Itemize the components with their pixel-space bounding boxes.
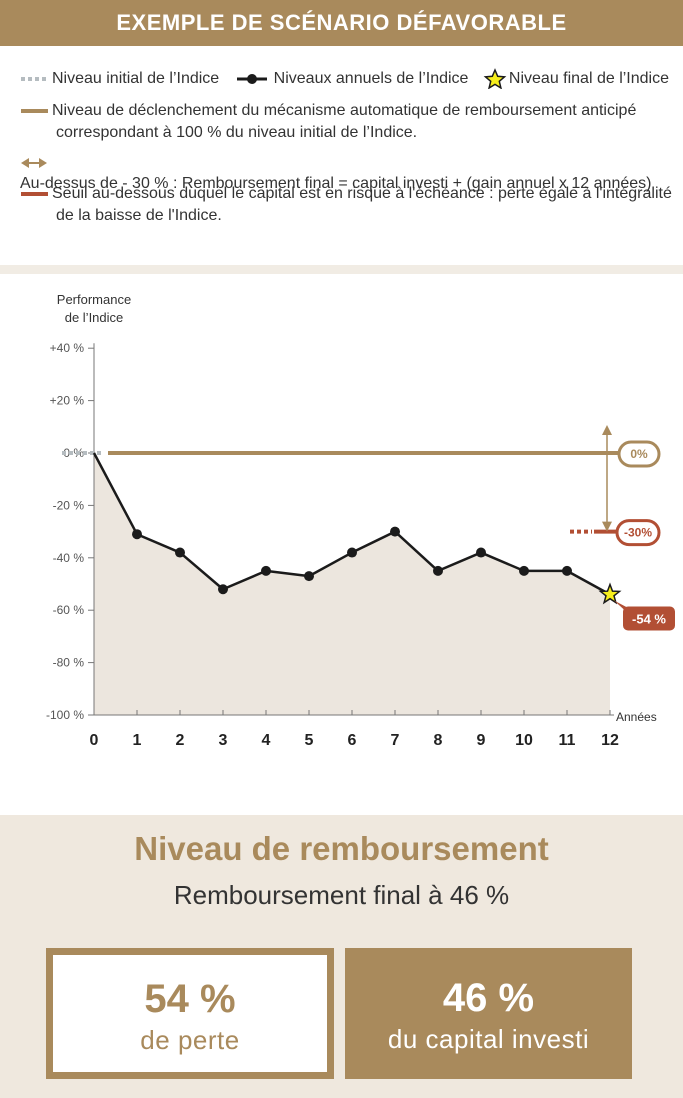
data-point [132, 529, 142, 540]
x-tick-label: 4 [262, 732, 271, 749]
trigger-badge [617, 440, 661, 468]
page-title: EXEMPLE DE SCÉNARIO DÉFAVORABLE [0, 0, 683, 46]
threshold-line-icon [21, 192, 48, 196]
legend-initial-label: Niveau initial de l’Indice [52, 70, 220, 87]
data-point [347, 547, 357, 558]
data-point [476, 547, 486, 558]
data-point [304, 571, 314, 582]
threshold-badge-label: -30% [624, 526, 652, 540]
x-axis-title: Années [616, 710, 657, 724]
line-marker-icon [236, 74, 267, 84]
final-badge [623, 606, 675, 631]
legend-above-label: Au-dessus de - 30 % : Remboursement fina… [20, 175, 652, 192]
star-icon [483, 68, 507, 90]
legend-row-1: Niveau initial de l’Indice Niveaux annue… [20, 68, 680, 90]
result-subtitle: Remboursement final à 46 % [173, 880, 510, 910]
y-tick-label: +20 % [50, 394, 85, 408]
legend-row-3: Au-dessus de - 30 % : Remboursement fina… [20, 152, 680, 194]
data-point [390, 526, 400, 537]
loss-label: de perte [140, 1025, 240, 1055]
x-tick-label: 3 [219, 732, 228, 749]
x-tick-label: 1 [133, 732, 142, 749]
dotted-line-icon [21, 77, 47, 81]
data-point [175, 547, 185, 558]
y-tick-label: -60 % [53, 603, 85, 617]
separator [0, 265, 683, 274]
x-tick-label: 9 [477, 732, 486, 749]
x-tick-label: 0 [90, 732, 99, 749]
data-point [562, 565, 572, 576]
y-tick-label: -40 % [53, 551, 85, 565]
y-axis-title: de l’Indice [65, 310, 124, 325]
x-tick-label: 2 [176, 732, 185, 749]
data-point [261, 565, 271, 576]
x-tick-label: 12 [601, 732, 619, 749]
range-arrow-head-up [602, 425, 612, 435]
capital-box: 46 % du capital investi [345, 948, 632, 1079]
threshold-badge [615, 519, 661, 547]
trigger-line-icon [21, 109, 48, 113]
final-badge-label: -54 % [632, 611, 666, 626]
x-tick-label: 5 [305, 732, 314, 749]
legend-row-4: Seuil au-dessous duquel le capital est e… [20, 183, 680, 204]
y-tick-label: 0 % [63, 446, 84, 460]
y-axis-title: Performance [57, 292, 131, 307]
x-tick-label: 8 [434, 732, 443, 749]
loss-value: 54 % [144, 977, 236, 1021]
y-tick-label: +40 % [50, 341, 85, 355]
result-title: Niveau de remboursement [134, 830, 549, 867]
y-tick-label: -20 % [53, 498, 85, 512]
legend-trigger-line2: correspondant à 100 % du niveau initial … [56, 124, 418, 141]
double-arrow-icon [21, 158, 47, 168]
area-fill [94, 453, 610, 715]
legend-annual-label: Niveaux annuels de l’Indice [273, 70, 469, 87]
y-tick-label: -100 % [46, 708, 84, 722]
x-tick-label: 7 [391, 732, 400, 749]
legend-threshold-line2: de la baisse de l'Indice. [56, 207, 222, 224]
capital-value: 46 % [442, 976, 535, 1020]
trigger-badge-label: 0% [630, 447, 648, 461]
final-badge-pointer [614, 600, 633, 611]
legend-trigger-line1: Niveau de déclenchement du mécanisme aut… [52, 102, 637, 119]
loss-box: 54 % de perte [46, 948, 334, 1079]
range-arrow-head-down [602, 521, 612, 532]
x-tick-label: 6 [348, 732, 357, 749]
data-point [433, 565, 443, 576]
legend-row-2: Niveau de déclenchement du mécanisme aut… [20, 100, 670, 121]
final-star-marker [598, 582, 622, 605]
data-point [218, 584, 228, 595]
y-tick-label: -80 % [53, 656, 85, 670]
legend-threshold-line1: Seuil au-dessous duquel le capital est e… [52, 185, 672, 202]
performance-chart: +40 % +20 % 0 % -20 % -40 % -60 % -80 % -100 % 0… [46, 292, 675, 749]
legend-final-label: Niveau final de l’Indice [508, 70, 669, 87]
x-tick-label: 11 [559, 732, 576, 749]
x-tick-label: 10 [515, 732, 533, 749]
capital-label: du capital investi [387, 1024, 590, 1054]
data-point [519, 565, 529, 576]
